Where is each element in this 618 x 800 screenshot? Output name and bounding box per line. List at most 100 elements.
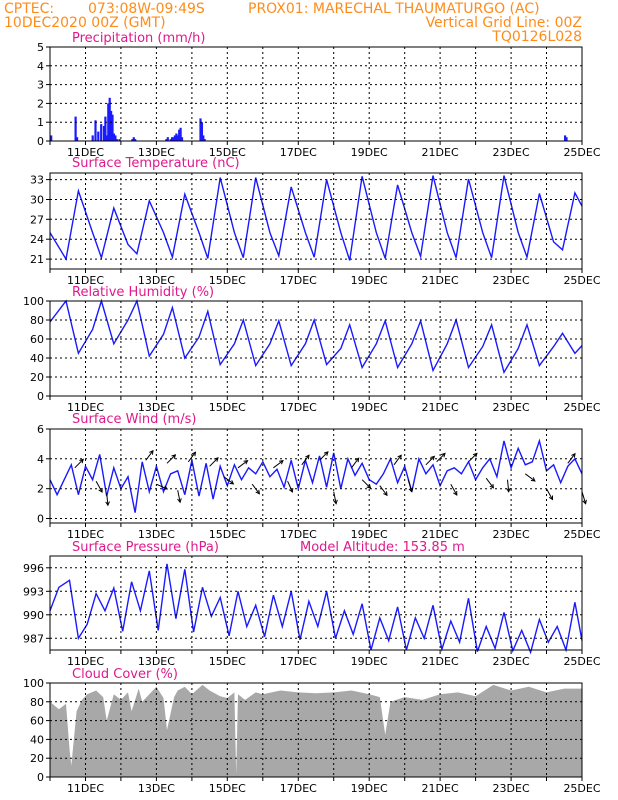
wind-arrow-shaft <box>361 479 371 489</box>
cloud-xtick-label: 21DEC <box>422 782 459 795</box>
wind-ytick-label: 0 <box>37 513 44 526</box>
precipitation-xtick-label: 11DEC <box>67 146 104 159</box>
precipitation-xtick-label: 15DEC <box>209 146 246 159</box>
pressure-xtick-label: 19DEC <box>351 655 388 668</box>
wind-arrow <box>333 491 338 505</box>
precipitation-bar <box>565 137 568 141</box>
pressure-ytick-label: 993 <box>23 585 44 598</box>
header-model: TQ0126L028 <box>491 29 582 45</box>
cloud-xtick-label: 19DEC <box>351 782 388 795</box>
wind-arrow <box>351 457 360 469</box>
pressure-xtick-label: 23DEC <box>493 655 530 668</box>
wind-arrow-shaft <box>425 456 435 466</box>
wind-arrow-head <box>430 455 436 461</box>
wind-arrow-head <box>354 457 360 463</box>
temperature-xtick-label: 15DEC <box>209 274 246 287</box>
wind-arrow-head <box>243 459 249 465</box>
wind-arrow-head <box>453 490 458 496</box>
precipitation-xtick-label: 21DEC <box>422 146 459 159</box>
wind-arrow <box>379 485 388 497</box>
wind-arrow-shaft <box>273 460 284 469</box>
wind-arrow <box>187 451 197 463</box>
wind-arrow-shaft <box>287 480 293 493</box>
cloud-ytick-label: 100 <box>23 677 44 690</box>
wind-arrow-head <box>323 451 329 456</box>
cloud-ytick-label: 0 <box>37 771 44 784</box>
precipitation-ytick-label: 2 <box>37 97 44 110</box>
cloud-ytick-label: 80 <box>30 696 44 709</box>
cloud-xtick-label: 25DEC <box>563 782 600 795</box>
wind-arrow-shaft <box>450 483 458 496</box>
wind-arrow-shaft <box>407 479 413 492</box>
wind-arrow-shaft <box>95 480 103 493</box>
temperature-xtick-label: 17DEC <box>280 274 317 287</box>
wind-arrow-head <box>229 480 235 485</box>
precipitation-xtick-label: 19DEC <box>351 146 388 159</box>
wind-arrow-head <box>472 452 478 458</box>
wind-arrow <box>436 452 446 463</box>
precipitation-bar <box>91 135 94 141</box>
wind-arrow-shaft <box>333 491 337 504</box>
wind-arrow-shaft <box>237 460 248 469</box>
precipitation-ytick-label: 0 <box>37 135 44 148</box>
cloud-xtick-label: 13DEC <box>138 782 175 795</box>
precipitation-ytick-label: 4 <box>37 60 44 73</box>
header-source: CPTEC: <box>4 1 54 17</box>
cloud-panel: Cloud Cover (%) 0 20 40 60 80 100 11DEC 13DEC 15D… <box>23 667 601 795</box>
wind-arrow-head <box>279 459 284 465</box>
precipitation-bar <box>132 137 135 141</box>
temperature-xtick-label: 13DEC <box>138 274 175 287</box>
wind-arrow-shaft <box>393 454 402 466</box>
pressure-xtick-label: 17DEC <box>280 655 317 668</box>
wind-arrow-head <box>397 454 402 460</box>
precipitation-bar <box>131 139 134 141</box>
wind-arrow-head <box>105 501 110 507</box>
pressure-ytick-label: 987 <box>23 632 44 645</box>
temperature-xtick-label: 19DEC <box>351 274 388 287</box>
wind-arrow <box>407 479 414 493</box>
wind-arrow-head <box>440 452 446 458</box>
wind-arrow-head <box>98 488 103 493</box>
wind-xtick-label: 23DEC <box>493 528 530 541</box>
wind-arrow-shaft <box>177 490 181 503</box>
precipitation-bar <box>76 137 79 141</box>
wind-arrow-shaft <box>74 459 84 469</box>
panels: Precipitation (mm/h) 0 1 2 3 4 5 11DEC 13DEC 15DE… <box>23 31 601 795</box>
wind-arrow-shaft <box>485 477 494 489</box>
pressure-frame <box>49 555 583 651</box>
wind-ytick-label: 6 <box>37 423 44 436</box>
wind-title: Surface Wind (m/s) <box>72 412 196 427</box>
wind-arrow-shaft <box>436 453 446 463</box>
temperature-ytick-label: 30 <box>30 194 44 207</box>
precipitation-ytick-label: 1 <box>37 116 44 129</box>
precipitation-bar <box>199 118 202 141</box>
wind-arrow <box>361 479 372 489</box>
wind-ytick-label: 4 <box>37 453 44 466</box>
wind-arrow <box>95 480 103 493</box>
header: CPTEC: 073:08W-09:49S PROX01: MARECHAL T… <box>4 1 582 45</box>
pressure-ytick-label: 996 <box>23 562 44 575</box>
precipitation-bar <box>180 137 184 141</box>
temperature-frame <box>49 172 583 270</box>
wind-arrow <box>273 459 284 469</box>
temperature-xtick-label: 21DEC <box>422 274 459 287</box>
wind-line <box>49 438 583 513</box>
wind-arrow <box>223 476 235 485</box>
cloud-xtick-label: 17DEC <box>280 782 317 795</box>
temperature-xtick-label: 25DEC <box>563 274 600 287</box>
precipitation-bar <box>203 139 206 141</box>
pressure-title: Surface Pressure (hPa) <box>72 540 219 555</box>
temperature-xtick-label: 23DEC <box>493 274 530 287</box>
precipitation-bar <box>104 116 107 141</box>
precipitation-frame <box>49 46 583 142</box>
cloud-xtick-label: 11DEC <box>67 782 104 795</box>
cloud-ytick-label: 20 <box>30 752 44 765</box>
precipitation-bar <box>107 103 110 141</box>
precipitation-bar <box>171 137 174 141</box>
wind-arrow <box>74 458 84 469</box>
wind-arrow-head <box>383 491 388 497</box>
humidity-ytick-label: 40 <box>30 352 44 365</box>
precipitation-bar <box>165 139 168 141</box>
temperature-title: Surface Temperature (nC) <box>72 156 240 171</box>
cloud-ytick-label: 60 <box>30 715 44 728</box>
